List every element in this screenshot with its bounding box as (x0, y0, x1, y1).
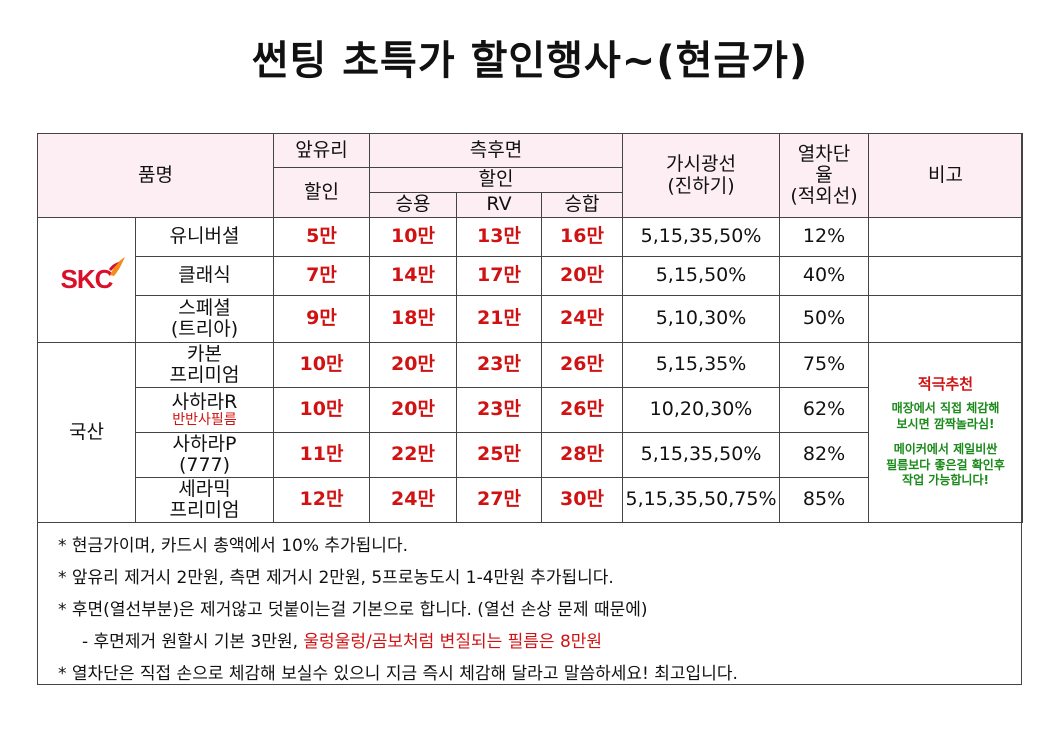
product-name: 클래식 (135, 256, 274, 296)
page-title: 썬팅 초특가 할인행사~(현금가) (251, 38, 809, 84)
heat-value: 85% (779, 477, 870, 523)
price-front: 5만 (273, 217, 370, 257)
recommend-title: 적극추천 (917, 375, 974, 394)
header-heat-line3: (적외선) (790, 185, 858, 208)
note-line-5: * 열차단은 직접 손으로 체감해 보실수 있으니 지금 즉시 체감해 달라고 … (58, 664, 738, 684)
vlt-value: 10,20,30% (622, 387, 781, 433)
product-name-line2: 반반사필름 (172, 411, 237, 428)
header-side-sub: 할인 (368, 167, 624, 193)
header-heat-line2: 율 (815, 163, 833, 186)
price-sedan: 24만 (369, 477, 457, 523)
price-front: 11만 (273, 432, 370, 478)
recommend-text-1b: 보시면 깜짝놀라심! (896, 416, 995, 431)
header-heat-line1: 열차단 (797, 142, 851, 165)
skc-logo-text: SKC (60, 264, 114, 295)
skc-logo: SKC (60, 257, 126, 295)
product-name-line2: 프리미엄 (169, 499, 240, 521)
price-sedan: 22만 (369, 432, 457, 478)
price-van: 26만 (540, 387, 624, 433)
vlt-value: 5,15,35,50% (622, 217, 781, 257)
product-name: 사하라P (777) (135, 432, 274, 478)
price-van: 30만 (540, 477, 624, 523)
header-rv: RV (456, 192, 542, 218)
price-front: 10만 (273, 387, 370, 433)
product-name: 스페셜 (트리아) (135, 295, 274, 343)
skc-wing-icon (109, 257, 126, 277)
recommend-text-2c: 작업 가능합니다! (902, 473, 989, 488)
recommend-text-2b: 필름보다 좋은걸 확인후 (886, 457, 1005, 472)
price-front: 7만 (273, 256, 370, 296)
heat-value: 62% (779, 387, 870, 433)
product-name-line1: 카본 (187, 342, 222, 365)
header-note: 비고 (868, 133, 1024, 218)
note-line-4-text: - 후면제거 원할시 기본 3만원, (82, 632, 304, 652)
price-rv: 27만 (456, 477, 542, 523)
header-name: 품명 (37, 133, 274, 218)
recommend-cell: 적극추천 매장에서 직접 체감해 보시면 깜짝놀라심! 메이커에서 제일비싼 필… (868, 342, 1024, 523)
price-van: 28만 (540, 432, 624, 478)
recommend-text-2a: 메이커에서 제일비싼 (893, 442, 998, 457)
price-sedan: 14만 (369, 256, 457, 296)
product-name-line1: 사하라R (171, 390, 238, 413)
price-sedan: 20만 (369, 387, 457, 433)
vlt-value: 5,15,35,50,75% (622, 477, 781, 523)
vlt-value: 5,15,35% (622, 342, 781, 388)
recommend-text-1a: 매장에서 직접 체감해 (891, 400, 1000, 415)
vlt-value: 5,15,35,50% (622, 432, 781, 478)
table-row: 클래식 7만 14만 17만 20만 5,15,50% 40% (38, 256, 1024, 296)
product-name-line2: 프리미엄 (169, 364, 240, 386)
price-van: 26만 (540, 342, 624, 388)
sheet-border (37, 133, 1022, 685)
price-rv: 21만 (456, 295, 542, 343)
product-name-line2: (777) (178, 454, 231, 476)
note-line-4-highlight: 울렁울렁/곰보처럼 변질되는 필름은 8만원 (303, 632, 603, 652)
price-rv: 17만 (456, 256, 542, 296)
header-heat: 열차단 율 (적외선) (779, 133, 870, 218)
vlt-value: 5,10,30% (622, 295, 781, 343)
header-sedan: 승용 (369, 192, 457, 218)
heat-value: 40% (779, 256, 870, 296)
price-sedan: 10만 (369, 217, 457, 257)
table-row: 사하라P (777) 11만 22만 25만 28만 5,15,35,50% 8… (38, 432, 1023, 478)
price-sedan: 20만 (369, 342, 457, 388)
note-cell (868, 217, 1024, 257)
product-name-line1: 세라믹 (178, 477, 231, 500)
header-van: 승합 (540, 192, 624, 218)
heat-value: 12% (779, 217, 870, 257)
header-front-sub: 할인 (273, 167, 370, 218)
product-name-line1: 스페셜 (178, 296, 231, 319)
heat-value: 75% (779, 342, 870, 388)
domestic-label: 국산 (37, 342, 136, 523)
product-name: 세라믹 프리미엄 (135, 477, 274, 523)
price-table: 품명 앞유리 측후면 가시광선 (진하기) 열차단 율 (적외선) 비고 할인 … (37, 133, 1024, 523)
note-line-3: * 후면(열선부분)은 제거않고 덧붙이는걸 기본으로 합니다. (열선 손상 … (58, 600, 648, 620)
header-vlt-line1: 가시광선 (666, 153, 736, 176)
recommend-text-1: 매장에서 직접 체감해 보시면 깜짝놀라심! (869, 401, 1022, 432)
price-rv: 23만 (456, 387, 542, 433)
recommend-text-2: 메이커에서 제일비싼 필름보다 좋은걸 확인후 작업 가능합니다! (869, 442, 1022, 489)
price-front: 12만 (273, 477, 370, 523)
note-line-1: * 현금가이며, 카드시 총액에서 10% 추가됩니다. (58, 536, 408, 556)
header-vlt: 가시광선 (진하기) (622, 133, 781, 218)
product-name: 유니버셜 (135, 217, 274, 257)
price-van: 16만 (540, 217, 624, 257)
table-row: 국산 카본 프리미엄 10만 20만 23만 26만 5,15,35% 75% … (37, 342, 1024, 523)
product-name-line1: 사하라P (172, 432, 237, 455)
table-row: 세라믹 프리미엄 12만 24만 27만 30만 5,15,35,50,75% … (38, 477, 1023, 523)
note-line-4: - 후면제거 원할시 기본 3만원, 울렁울렁/곰보처럼 변질되는 필름은 8만… (58, 626, 1008, 658)
product-name-line2: (트리아) (170, 318, 239, 340)
notes-section: * 현금가이며, 카드시 총액에서 10% 추가됩니다. * 앞유리 제거시 2… (58, 530, 1008, 690)
price-rv: 13만 (456, 217, 542, 257)
table-row: 사하라R 반반사필름 10만 20만 23만 26만 10,20,30% 62% (38, 387, 1023, 433)
table-row: SKC 유니버셜 5만 10만 13만 16만 5,15,35,50% 12% (37, 217, 1024, 343)
header-vlt-line2: (진하기) (667, 174, 735, 197)
note-line-2: * 앞유리 제거시 2만원, 측면 제거시 2만원, 5프로농도시 1-4만원 … (58, 568, 614, 588)
